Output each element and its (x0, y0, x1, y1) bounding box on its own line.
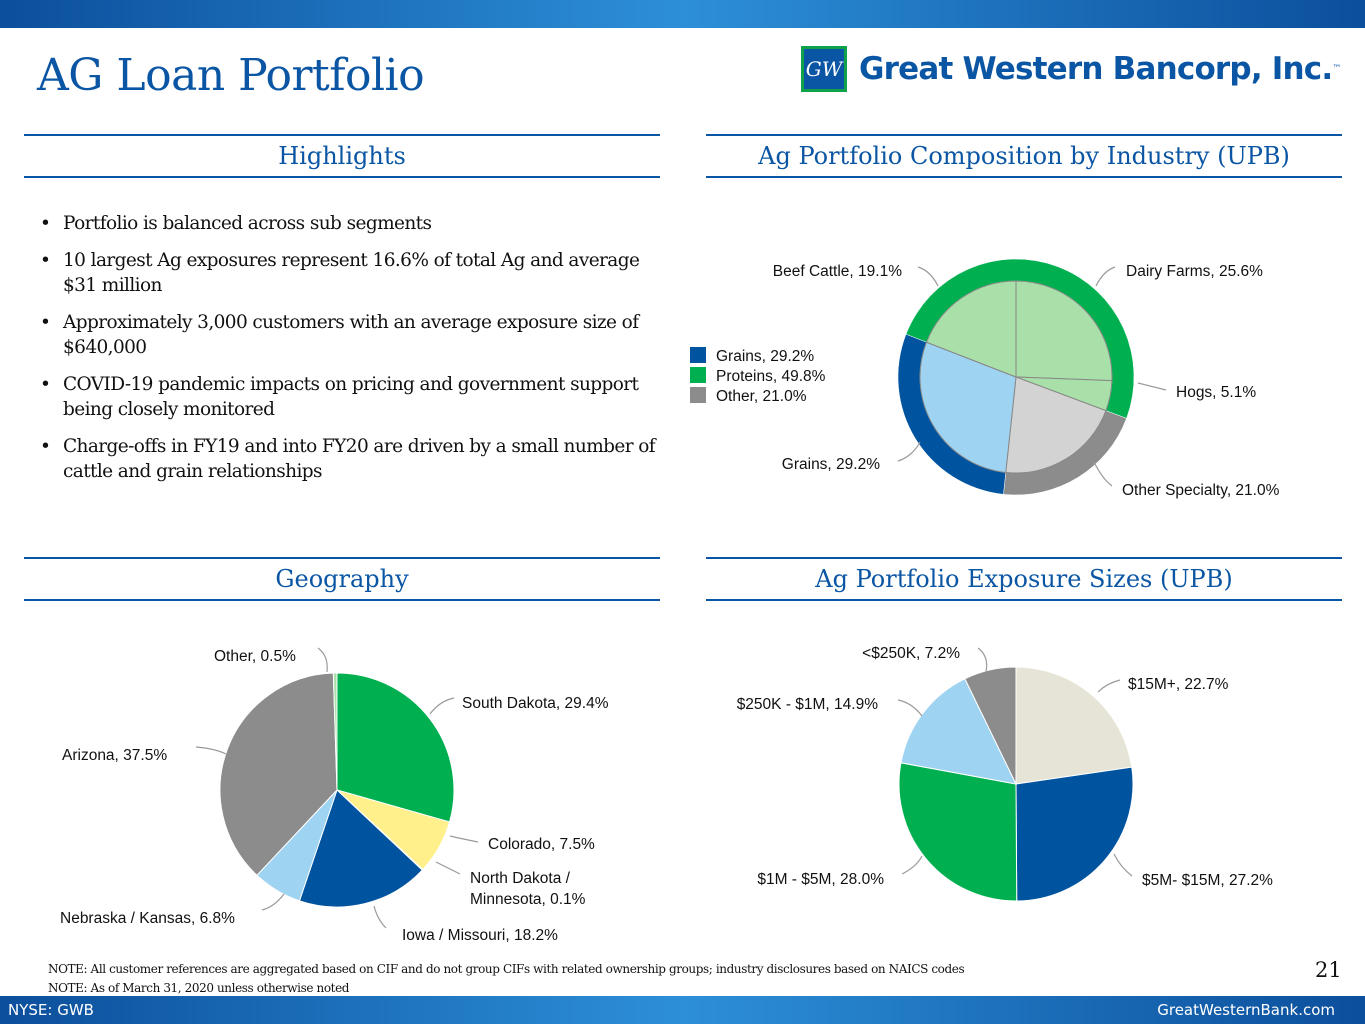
composition-heading: Ag Portfolio Composition by Industry (UP… (706, 134, 1342, 178)
legend-item-proteins-49-8: Proteins, 49.8% (716, 368, 826, 385)
logo-text: Great Western Bancorp, Inc. (859, 51, 1333, 87)
slice-250k-7-2 (964, 666, 1017, 785)
logo-mark: GW (801, 46, 847, 92)
slice-5m-15m-27-2 (1015, 766, 1134, 902)
slice-south-dakota-29-4 (336, 672, 455, 823)
legend-swatch-grains-29-2 (690, 347, 706, 363)
exposure-heading: Ag Portfolio Exposure Sizes (UPB) (706, 557, 1342, 601)
label-15m-plus-leader (1097, 679, 1121, 693)
stock-ticker: NYSE: GWB (8, 1001, 94, 1019)
geography-pie-chart: Other, 0.5% South Dakota, 29.4% Arizona, 3… (60, 647, 609, 944)
label-iowa-label: Iowa / Missouri, 18.2% (402, 927, 558, 944)
footnote: NOTE: As of March 31, 2020 unless otherw… (48, 981, 350, 995)
label-other-specialty-label: Other Specialty, 21.0% (1122, 482, 1280, 499)
highlight-item: COVID-19 pandemic impacts on pricing and… (40, 372, 660, 422)
label-dairy-leader (1095, 266, 1116, 287)
label-250k-1m-label: $250K - $1M, 14.9% (737, 696, 879, 713)
label-iowa-leader (373, 905, 387, 929)
label-south-dakota-label: South Dakota, 29.4% (462, 695, 609, 712)
logo-trademark: ™ (1332, 64, 1342, 74)
label-north-dakota-leader (435, 861, 461, 875)
legend-item-grains-29-2: Grains, 29.2% (716, 348, 814, 365)
highlight-item: Charge-offs in FY19 and into FY20 are dr… (40, 434, 660, 484)
label-arizona-label: Arizona, 37.5% (62, 747, 167, 764)
footnote: NOTE: All customer references are aggreg… (48, 962, 965, 976)
legend-swatch-proteins-49-8 (690, 367, 706, 383)
label-north-dakota-label: North Dakota / (470, 870, 571, 887)
slice-15m-22-7 (1015, 666, 1133, 785)
legend-item-other-21-0: Other, 21.0% (716, 388, 807, 405)
website-link[interactable]: GreatWesternBank.com (1157, 1001, 1335, 1019)
slice-dairy-farms-25-6 (1015, 280, 1113, 382)
label-5m-15m-label: $5M- $15M, 27.2% (1142, 872, 1273, 889)
label-under-250k-label: <$250K, 7.2% (862, 645, 960, 662)
label-south-dakota-leader (429, 697, 455, 715)
label-5m-15m-leader (1113, 853, 1133, 877)
top-banner (0, 0, 1365, 28)
label-other-label: Other, 0.5% (214, 648, 296, 665)
label-250k-1m-leader (897, 699, 923, 717)
label-nebraska-label: Nebraska / Kansas, 6.8% (60, 910, 235, 927)
highlights-heading: Highlights (24, 134, 660, 178)
label-1m-5m-label: $1M - $5M, 28.0% (757, 871, 884, 888)
label-nebraska-leader (261, 893, 285, 911)
page-number: 21 (1315, 958, 1342, 982)
highlight-item: 10 largest Ag exposures represent 16.6% … (40, 248, 660, 298)
label-dairy-label: Dairy Farms, 25.6% (1126, 263, 1263, 280)
highlight-item: Approximately 3,000 customers with an av… (40, 310, 660, 360)
footnotes: NOTE: All customer references are aggreg… (48, 960, 965, 998)
highlight-item: Portfolio is balanced across sub segment… (40, 211, 660, 236)
label-hogs-leader (1137, 382, 1167, 391)
label-hogs-label: Hogs, 5.1% (1176, 384, 1256, 401)
legend-swatch-other-21-0 (690, 387, 706, 403)
label-under-250k-leader (977, 647, 988, 673)
label-1m-5m-leader (901, 855, 923, 875)
label-beef-label: Beef Cattle, 19.1% (773, 263, 902, 280)
slice-arizona-37-5 (219, 672, 338, 876)
composition-pie-chart: Grains, 29.2% Proteins, 49.8% Other, 21.0%… (690, 258, 1280, 499)
label-grains-leader (897, 441, 921, 462)
highlights-list: Portfolio is balanced across sub segment… (40, 211, 660, 496)
geography-heading: Geography (24, 557, 660, 601)
label-colorado-leader (449, 835, 479, 843)
slice-beef-cattle-19-1 (925, 280, 1017, 378)
label-grains-label: Grains, 29.2% (782, 456, 880, 473)
exposure-pie-chart: <$250K, 7.2% $15M+, 22.7% $250K - $1M, 14.… (737, 645, 1273, 902)
slice-other-0-5 (332, 672, 338, 791)
label-colorado-label: Colorado, 7.5% (488, 836, 595, 853)
label-other-specialty-leader (1093, 461, 1113, 487)
label-other-leader (317, 647, 328, 673)
slice-iowa-missouri-18-2 (298, 789, 423, 908)
slice-1m-5m-28-0 (898, 762, 1018, 902)
label-arizona-leader (195, 746, 227, 755)
slice-other-specialty-21-0 (1005, 376, 1107, 474)
footer-bar: NYSE: GWB GreatWesternBank.com (0, 996, 1365, 1024)
label-beef-leader (917, 266, 939, 287)
slice-grains-29-2 (919, 341, 1017, 474)
label-north-dakota-label: Minnesota, 0.1% (470, 891, 586, 908)
page-title: AG Loan Portfolio (37, 50, 425, 101)
company-logo: GW Great Western Bancorp, Inc. ™ (801, 44, 1341, 94)
slice-250k-1m-14-9 (900, 678, 1017, 785)
label-15m-plus-label: $15M+, 22.7% (1128, 676, 1229, 693)
